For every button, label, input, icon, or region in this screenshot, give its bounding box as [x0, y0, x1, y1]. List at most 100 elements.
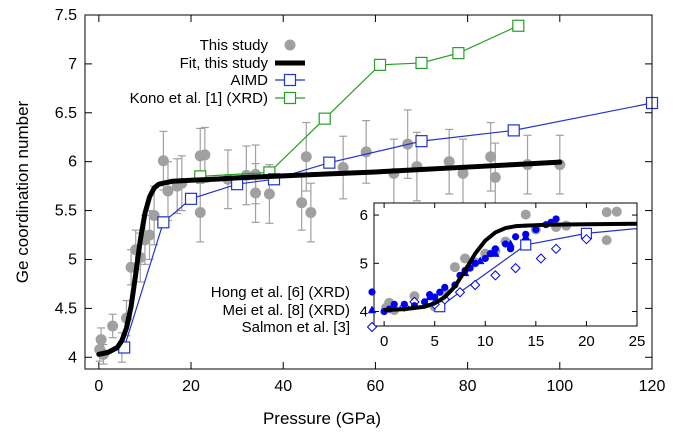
inset-fit-line	[384, 221, 638, 313]
this-study-point	[305, 207, 317, 219]
legend-square-swatch	[283, 91, 297, 105]
this-study-point	[162, 185, 174, 197]
legend-square-swatch	[283, 73, 297, 87]
mei-point	[506, 239, 515, 248]
kono-series-marker	[318, 112, 331, 125]
aimd-series-marker	[157, 216, 170, 229]
legend-label: Fit, this study	[180, 55, 269, 72]
inset-y-tick-label: 6	[360, 207, 368, 224]
inset-this-study-point	[611, 206, 622, 217]
inset-aimd-marker	[520, 239, 532, 251]
this-study-point	[199, 149, 211, 161]
inset-x-tick-label: 15	[528, 333, 545, 350]
this-study-point	[360, 146, 372, 158]
main-plot-frame	[84, 14, 653, 370]
this-study-point	[157, 155, 169, 167]
inset-this-study-point	[460, 253, 471, 264]
this-study-point	[250, 187, 262, 199]
y-tick-label: 5.5	[55, 203, 77, 220]
salmon-point	[581, 233, 592, 245]
hong-point	[512, 233, 520, 241]
hong-point	[390, 300, 398, 308]
inset-legend-label: Mei et al. [8] (XRD)	[222, 302, 350, 319]
y-tick-label: 5	[68, 251, 77, 268]
aimd-series-marker	[323, 156, 336, 169]
this-study-point	[300, 151, 312, 163]
hong-point	[436, 288, 444, 296]
x-tick-label: 100	[546, 378, 573, 395]
inset-legend-mei-swatch	[367, 305, 377, 314]
inset-y-tick-label: 4	[360, 304, 368, 321]
aimd-series-marker	[184, 192, 198, 205]
this-study-point	[485, 151, 497, 163]
this-study-point	[148, 209, 160, 221]
inset-x-tick-label: 0	[380, 333, 388, 350]
mei-point	[521, 232, 530, 240]
inset-y-tick-label: 5	[360, 255, 368, 272]
inset-data-layer	[380, 206, 638, 316]
y-tick-label: 4	[68, 349, 77, 366]
x-tick-label: 60	[367, 378, 385, 395]
x-tick-label: 0	[94, 378, 103, 395]
x-axis-label: Pressure (GPa)	[263, 409, 381, 428]
this-study-point	[95, 334, 107, 346]
inset-x-tick-label: 5	[431, 333, 439, 350]
kono-series-marker	[373, 58, 387, 71]
y-tick-label: 4.5	[55, 300, 77, 317]
y-tick-label: 7	[68, 56, 77, 73]
x-tick-label: 80	[459, 378, 477, 395]
y-tick-label: 6	[68, 154, 77, 171]
salmon-point	[490, 270, 501, 281]
hong-point	[471, 259, 479, 267]
aimd-series-marker	[507, 124, 520, 137]
legend-label: This study	[200, 37, 269, 54]
inset-this-study-point	[601, 207, 612, 218]
this-study-point	[443, 156, 455, 168]
salmon-point	[454, 287, 466, 298]
salmon-point	[510, 262, 521, 274]
inset-frame	[373, 202, 638, 327]
inset-x-tick-label: 10	[477, 333, 494, 350]
hong-point	[491, 245, 499, 253]
hong-point	[552, 215, 560, 223]
inset-legend-label: Hong et al. [6] (XRD)	[211, 284, 350, 301]
inset-this-study-point	[409, 291, 420, 302]
this-study-point	[296, 197, 308, 209]
kono-series-marker	[415, 56, 428, 70]
inset-this-study-point	[520, 209, 531, 220]
inset-x-tick-label: 25	[629, 333, 646, 350]
inset-legend-label: Salmon et al. [3]	[242, 319, 350, 336]
legend-this-study-swatch	[284, 39, 296, 51]
inset-this-study-point	[601, 235, 612, 246]
legend-label: AIMD	[231, 72, 269, 89]
inset-legend: Hong et al. [6] (XRD)Mei et al. [8] (XRD…	[211, 284, 378, 336]
inset-chart: 0 5 10 15 20 25 4 5 6 Hong et al. [6] (XRD)Mei e…	[211, 202, 646, 350]
inset-legend-hong-swatch	[368, 288, 376, 296]
salmon-point	[469, 279, 481, 291]
mei-point	[491, 249, 500, 257]
salmon-point	[550, 243, 562, 255]
aimd-series-marker	[415, 135, 428, 148]
salmon-point	[535, 253, 547, 264]
hong-point	[532, 225, 540, 234]
mei-point	[476, 256, 485, 265]
inset-axes-layer: 0 5 10 15 20 25 4 5 6	[360, 202, 646, 350]
x-tick-label: 20	[182, 378, 200, 395]
this-study-point	[144, 229, 156, 241]
kono-series-marker	[512, 19, 525, 32]
y-axis-label: Ge coordination number	[13, 100, 32, 283]
this-study-point	[457, 167, 469, 179]
hong-point	[400, 300, 408, 308]
inset-this-study-point	[449, 262, 460, 273]
kono-series-marker	[452, 47, 465, 60]
this-study-point	[194, 207, 206, 219]
x-tick-label: 40	[274, 378, 292, 395]
mei-point	[425, 292, 434, 301]
this-study-point	[337, 162, 349, 174]
x-tick-label: 120	[639, 378, 666, 395]
hong-point	[481, 254, 489, 263]
inset-aimd-line	[439, 227, 638, 308]
